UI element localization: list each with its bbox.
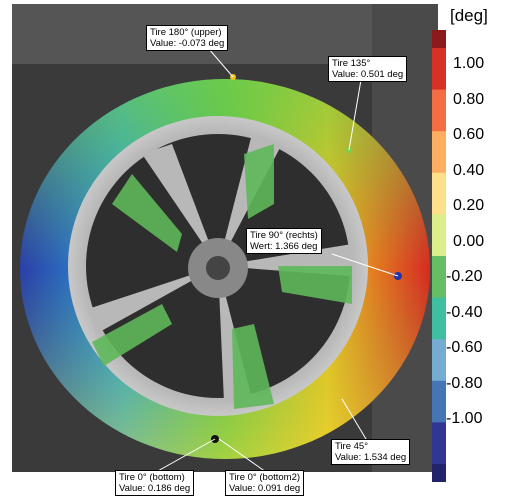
colorbar-segment: [432, 339, 446, 382]
colorbar-segment: [432, 297, 446, 340]
annotation-title: Tire 90° (rechts): [250, 230, 318, 241]
colorbar-segment: [432, 422, 446, 465]
colorbar-segment: [432, 214, 446, 257]
annotation-tire-0-bottom2: Tire 0° (bottom2) Value: 0.091 deg: [225, 470, 305, 496]
annotation-title: Tire 135°: [332, 58, 371, 69]
annotation-title: Tire 45°: [335, 441, 369, 452]
annotation-title: Tire 0° (bottom2): [229, 472, 301, 483]
colorbar-unit: [deg]: [450, 6, 488, 25]
colorbar-tick-label: -0.80: [446, 374, 483, 392]
colorbar-segment: [432, 256, 446, 299]
colorbar-segment: [432, 89, 446, 132]
wheel-strain-photo: [12, 4, 438, 472]
annotation-value: Value: 0.186 deg: [119, 483, 191, 494]
annotation-tire-90: Tire 90° (rechts) Wert: 1.366 deg: [246, 228, 322, 254]
annotation-tire-180: Tire 180° (upper) Value: -0.073 deg: [146, 25, 229, 51]
colorbar-tick-label: 1.00: [453, 55, 485, 72]
colorbar: [432, 30, 446, 482]
annotation-value: Value: 0.501 deg: [332, 69, 404, 80]
annotation-tire-0-bottom: Tire 0° (bottom) Value: 0.186 deg: [115, 470, 195, 496]
colorbar-segment: [432, 172, 446, 215]
colorbar-tick-label: 0.80: [453, 90, 485, 108]
colorbar-tick-label: 0.60: [453, 126, 485, 143]
annotation-value: Value: 0.091 deg: [229, 483, 301, 494]
colorbar-tick-label: 0.20: [453, 197, 485, 214]
colorbar-tick-label: 0.40: [453, 161, 485, 179]
annotation-tire-135: Tire 135° Value: 0.501 deg: [328, 56, 408, 82]
annotation-value: Value: -0.073 deg: [150, 38, 225, 49]
annotation-title: Tire 180° (upper): [150, 27, 222, 38]
colorbar-tick-label: -0.40: [446, 303, 483, 321]
annotation-value: Wert: 1.366 deg: [250, 241, 318, 252]
colorbar-segment: [432, 380, 446, 423]
colorbar-segment: [432, 464, 446, 482]
annotation-value: Value: 1.534 deg: [335, 452, 407, 463]
colorbar-tick-label: -0.60: [446, 339, 483, 356]
colorbar-segment: [432, 131, 446, 174]
annotation-title: Tire 0° (bottom): [119, 472, 185, 483]
colorbar-segment: [432, 30, 446, 48]
annotation-tire-45: Tire 45° Value: 1.534 deg: [331, 439, 411, 465]
colorbar-tick-label: -0.20: [446, 268, 483, 285]
spoke-strain-overlays: [92, 144, 352, 409]
colorbar-tick-label: -1.00: [446, 410, 483, 427]
colorbar-tick-label: 0.00: [453, 232, 485, 250]
colorbar-segment: [432, 48, 446, 91]
